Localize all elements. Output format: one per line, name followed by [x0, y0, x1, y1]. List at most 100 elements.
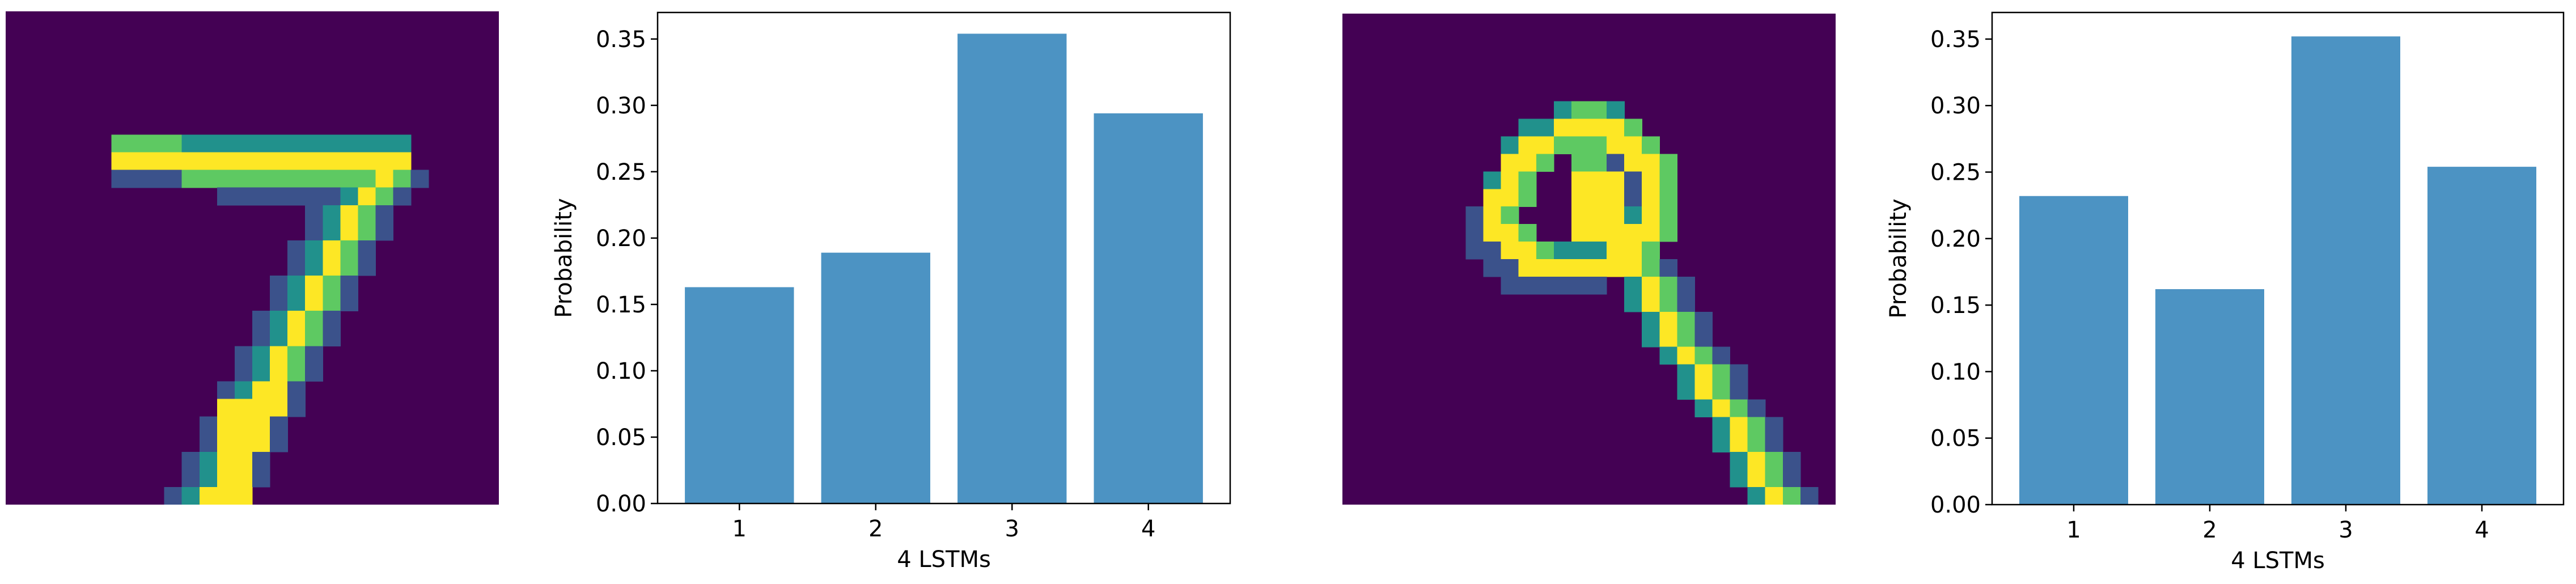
pixel [1624, 294, 1642, 312]
pixel [181, 134, 200, 153]
pixel [323, 258, 341, 276]
pixel [234, 486, 253, 505]
pixel [199, 170, 218, 188]
pixel [1483, 189, 1502, 207]
pixel [1642, 329, 1660, 348]
y-tick-label: 0.20 [596, 226, 646, 252]
pixel [1571, 101, 1590, 120]
probability-bar-chart-1: 0.00 0.05 0.10 0.15 0.20 0.25 0.30 0.35 1 2 3 4 4 … [551, 11, 1231, 573]
pixel [1712, 382, 1731, 400]
pixel [1607, 242, 1625, 260]
pixel [234, 451, 253, 470]
pixel [1677, 276, 1696, 295]
pixel [358, 170, 376, 188]
y-tick-label: 0.30 [1930, 93, 1981, 119]
pixel [252, 399, 270, 417]
pixel [1501, 259, 1519, 277]
pixel [375, 205, 394, 223]
digit-9-heatmap [1342, 14, 1836, 505]
pixel [305, 346, 323, 365]
pixel [1589, 189, 1607, 207]
y-tick-label: 0.15 [596, 292, 646, 318]
pixel [1730, 399, 1748, 417]
pixel [234, 170, 253, 188]
pixel [1501, 276, 1519, 295]
pixel [1607, 206, 1625, 225]
x-tick-label: 4 [1141, 516, 1155, 542]
pixel [305, 134, 323, 153]
pixel [164, 134, 183, 153]
pixel [217, 381, 235, 400]
pixel [393, 170, 412, 188]
y-axis-ticks: 0.00 0.05 0.10 0.15 0.20 0.25 0.30 0.35 [596, 27, 658, 517]
pixel [1553, 101, 1572, 120]
pixel [1642, 154, 1660, 172]
pixel [1589, 136, 1607, 155]
pixel [1694, 329, 1713, 348]
pixel [287, 152, 306, 171]
pixel [1677, 294, 1696, 312]
pixel [1659, 171, 1677, 189]
pixel [287, 293, 306, 311]
pixel [234, 363, 253, 382]
pixel [234, 416, 253, 435]
pixel [1694, 399, 1713, 417]
pixel [1659, 311, 1677, 330]
bar [2291, 36, 2400, 505]
bar-chart-1: 0.00 0.05 0.10 0.15 0.20 0.25 0.30 0.35 1 2 3 4 4 … [544, 0, 1247, 584]
pixel [217, 486, 235, 505]
pixel [270, 311, 288, 329]
pixel [1589, 101, 1607, 120]
pixel [358, 134, 376, 153]
pixel [393, 152, 412, 171]
pixel [1642, 206, 1660, 225]
pixel [252, 187, 270, 206]
pixel [1607, 119, 1625, 137]
pixel [1747, 434, 1766, 452]
pixel [1800, 487, 1819, 505]
pixel [358, 258, 376, 276]
pixel [234, 469, 253, 488]
pixel [1712, 417, 1731, 435]
pixel [270, 293, 288, 311]
pixel [287, 276, 306, 294]
pixel [1483, 171, 1502, 189]
pixel [217, 434, 235, 452]
pixel [1518, 154, 1537, 172]
x-tick-label: 4 [2475, 517, 2489, 543]
pixel [323, 293, 341, 311]
pixel [1518, 136, 1537, 155]
pixel [270, 152, 288, 171]
pixel [375, 152, 394, 171]
pixel [340, 258, 359, 276]
pixel [1607, 189, 1625, 207]
x-tick-label: 1 [2066, 517, 2081, 543]
probability-bar-chart-2: 0.00 0.05 0.10 0.15 0.20 0.25 0.30 0.35 1 2 3 4 4 … [1886, 11, 2565, 574]
pixel [1518, 171, 1537, 189]
pixel [1624, 171, 1642, 189]
pixel [1677, 311, 1696, 330]
pixel [1571, 224, 1590, 242]
pixel [217, 416, 235, 435]
pixel [164, 170, 183, 188]
x-tick-label: 2 [868, 516, 883, 542]
y-tick-label: 0.35 [596, 27, 646, 53]
pixel [1607, 101, 1625, 120]
pixel [252, 134, 270, 153]
pixel [1782, 487, 1801, 505]
pixel [1624, 136, 1642, 155]
pixel [1501, 189, 1519, 207]
pixel [146, 170, 165, 188]
x-axis-label: 4 LSTMs [2231, 548, 2325, 574]
pixel [217, 152, 235, 171]
pixel [234, 152, 253, 171]
y-tick-label: 0.05 [596, 425, 646, 451]
pixel [1624, 259, 1642, 277]
pixel [305, 276, 323, 294]
pixel [1501, 224, 1519, 242]
pixel [252, 328, 270, 346]
pixel [1518, 276, 1537, 295]
pixel [305, 222, 323, 241]
y-tick-label: 0.15 [1930, 293, 1981, 319]
pixel [305, 205, 323, 223]
